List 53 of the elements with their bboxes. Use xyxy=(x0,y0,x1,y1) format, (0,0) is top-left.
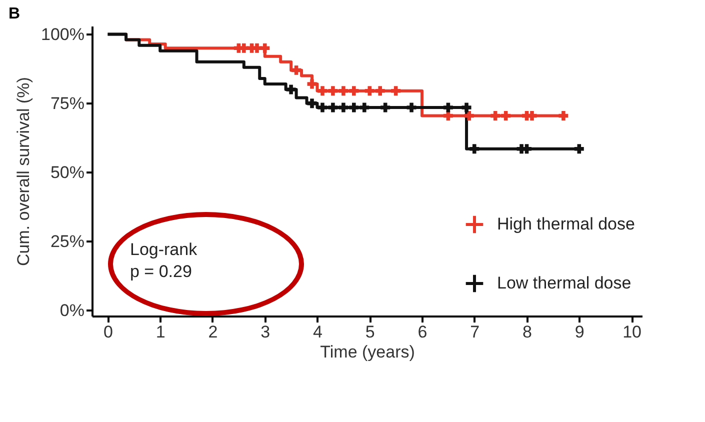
point xyxy=(318,102,328,112)
y-tick-label: 75% xyxy=(50,94,84,113)
x-tick-label: 7 xyxy=(470,322,480,342)
point xyxy=(307,98,317,108)
x-axis-title: Time (years) xyxy=(320,342,415,362)
y-tick-label: 25% xyxy=(50,232,84,251)
point xyxy=(239,43,249,53)
point xyxy=(338,102,348,112)
point xyxy=(260,43,270,53)
point xyxy=(522,144,532,154)
point xyxy=(292,65,302,75)
y-axis-title: Cum. overall survival (%) xyxy=(14,77,34,266)
x-tick-label: 5 xyxy=(365,322,375,342)
point xyxy=(328,86,338,96)
x-tick-label: 0 xyxy=(103,322,113,342)
legend-label: Low thermal dose xyxy=(497,274,632,292)
point xyxy=(501,111,511,121)
point xyxy=(375,86,385,96)
point xyxy=(338,86,348,96)
point xyxy=(360,102,370,112)
x-tick-label: 2 xyxy=(208,322,218,342)
point xyxy=(286,84,296,94)
point xyxy=(349,102,359,112)
point xyxy=(443,102,453,112)
x-tick-label: 1 xyxy=(156,322,166,342)
point xyxy=(391,86,401,96)
x-tick-label: 9 xyxy=(574,322,584,342)
x-tick-label: 4 xyxy=(313,322,322,342)
point xyxy=(464,111,474,121)
point xyxy=(318,86,328,96)
x-tick-label: 8 xyxy=(522,322,532,342)
y-tick-label: 0% xyxy=(60,300,84,320)
y-tick-label: 50% xyxy=(50,162,84,182)
point xyxy=(364,86,374,96)
x-tick-label: 10 xyxy=(622,322,642,342)
x-tick-label: 3 xyxy=(260,322,270,342)
legend-label: High thermal dose xyxy=(497,214,635,234)
point xyxy=(470,144,480,154)
point xyxy=(490,111,500,121)
point xyxy=(558,111,568,121)
y-tick-label: 100% xyxy=(41,24,84,44)
point xyxy=(462,102,472,112)
x-tick-label: 6 xyxy=(418,322,428,342)
point xyxy=(307,79,317,89)
point xyxy=(574,144,584,154)
point xyxy=(328,102,338,112)
point xyxy=(406,102,416,112)
point xyxy=(252,43,262,53)
point xyxy=(380,102,390,112)
chart-title: B xyxy=(8,5,20,22)
annotation: Log-rank p = 0.29 xyxy=(130,240,198,281)
point xyxy=(527,111,537,121)
point xyxy=(349,86,359,96)
